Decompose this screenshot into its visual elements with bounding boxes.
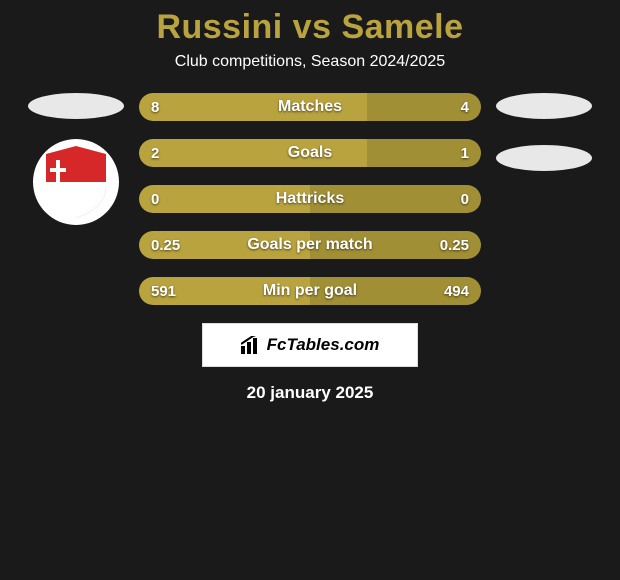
comparison-card: Russini vs Samele Club competitions, Sea… (0, 0, 620, 440)
brand-text: FcTables.com (267, 335, 380, 355)
stat-fill-right (310, 277, 481, 305)
stat-fill-left (139, 231, 310, 259)
stat-fill-wrap (139, 277, 481, 305)
stat-fill-left (139, 277, 310, 305)
stat-row: 0Hattricks0 (139, 185, 481, 213)
right-player-col (489, 93, 599, 171)
shield-icon (46, 146, 106, 218)
stat-row: 8Matches4 (139, 93, 481, 121)
stat-row: 591Min per goal494 (139, 277, 481, 305)
club-badge-placeholder (496, 145, 592, 171)
stat-fill-right (310, 185, 481, 213)
page-title: Russini vs Samele (0, 8, 620, 47)
club-badge-left (33, 139, 119, 225)
subtitle: Club competitions, Season 2024/2025 (0, 53, 620, 71)
date-label: 20 january 2025 (0, 383, 620, 403)
stat-fill-left (139, 93, 367, 121)
stat-fill-wrap (139, 139, 481, 167)
stat-row: 0.25Goals per match0.25 (139, 231, 481, 259)
stat-fill-right (367, 93, 481, 121)
stat-fill-wrap (139, 93, 481, 121)
brand-badge: FcTables.com (202, 323, 418, 367)
stat-fill-right (310, 231, 481, 259)
left-player-col (21, 93, 131, 225)
player-photo-placeholder (28, 93, 124, 119)
player-photo-placeholder (496, 93, 592, 119)
stat-row: 2Goals1 (139, 139, 481, 167)
main-row: 8Matches4 2Goals1 0Hattricks0 0.25Goals per… (0, 93, 620, 305)
stat-fill-right (367, 139, 481, 167)
stat-fill-left (139, 185, 310, 213)
bar-chart-icon (241, 336, 263, 354)
stats-column: 8Matches4 2Goals1 0Hattricks0 0.25Goals per… (139, 93, 481, 305)
stat-fill-wrap (139, 185, 481, 213)
stat-fill-left (139, 139, 367, 167)
stat-fill-wrap (139, 231, 481, 259)
